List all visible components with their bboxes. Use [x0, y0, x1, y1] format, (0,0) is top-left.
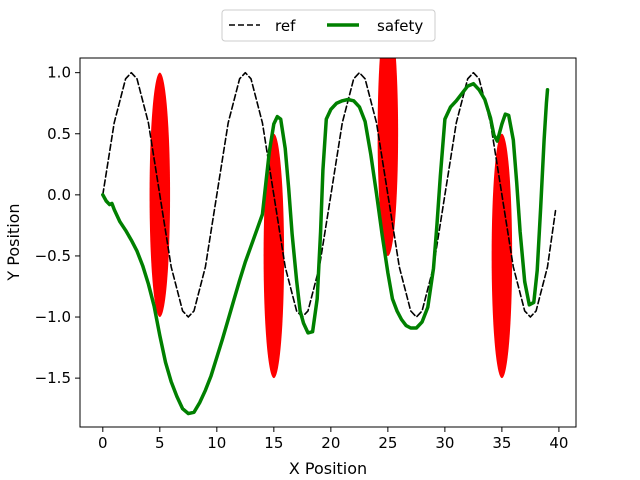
legend: ref safety	[221, 9, 436, 42]
y-tick-label: 0.0	[47, 186, 71, 204]
x-tick-label: 15	[264, 434, 283, 452]
x-tick-label: 5	[155, 434, 165, 452]
y-axis-label: Y Position	[4, 203, 23, 281]
obstacle-4	[491, 133, 513, 379]
y-tick-label: 0.5	[47, 125, 71, 143]
ref-line	[102, 71, 557, 318]
x-tick-label: 25	[378, 434, 397, 452]
x-axis-label: X Position	[289, 459, 367, 478]
legend-safety-label: safety	[377, 17, 423, 35]
plot-frame	[79, 57, 577, 428]
y-tick-label: 1.0	[47, 64, 71, 82]
x-tick-label: 35	[492, 434, 511, 452]
safety-line	[101, 81, 550, 416]
series-layer	[101, 71, 557, 416]
x-tick-label: 40	[549, 434, 568, 452]
y-axis: −1.5 −1.0 −0.5 0.0 0.5 1.0	[35, 64, 80, 387]
x-tick-label: 20	[321, 434, 340, 452]
obstacle-3	[377, 58, 399, 256]
x-tick-label: 0	[98, 434, 108, 452]
x-axis: 0 5 10 15 20 25 30 35 40	[98, 427, 568, 452]
y-tick-label: −1.0	[35, 308, 71, 326]
legend-ref-label: ref	[275, 17, 296, 35]
x-tick-label: 30	[435, 434, 454, 452]
x-tick-label: 10	[207, 434, 226, 452]
obstacle-2	[263, 133, 285, 379]
y-tick-label: −0.5	[35, 247, 71, 265]
y-tick-label: −1.5	[35, 369, 71, 387]
